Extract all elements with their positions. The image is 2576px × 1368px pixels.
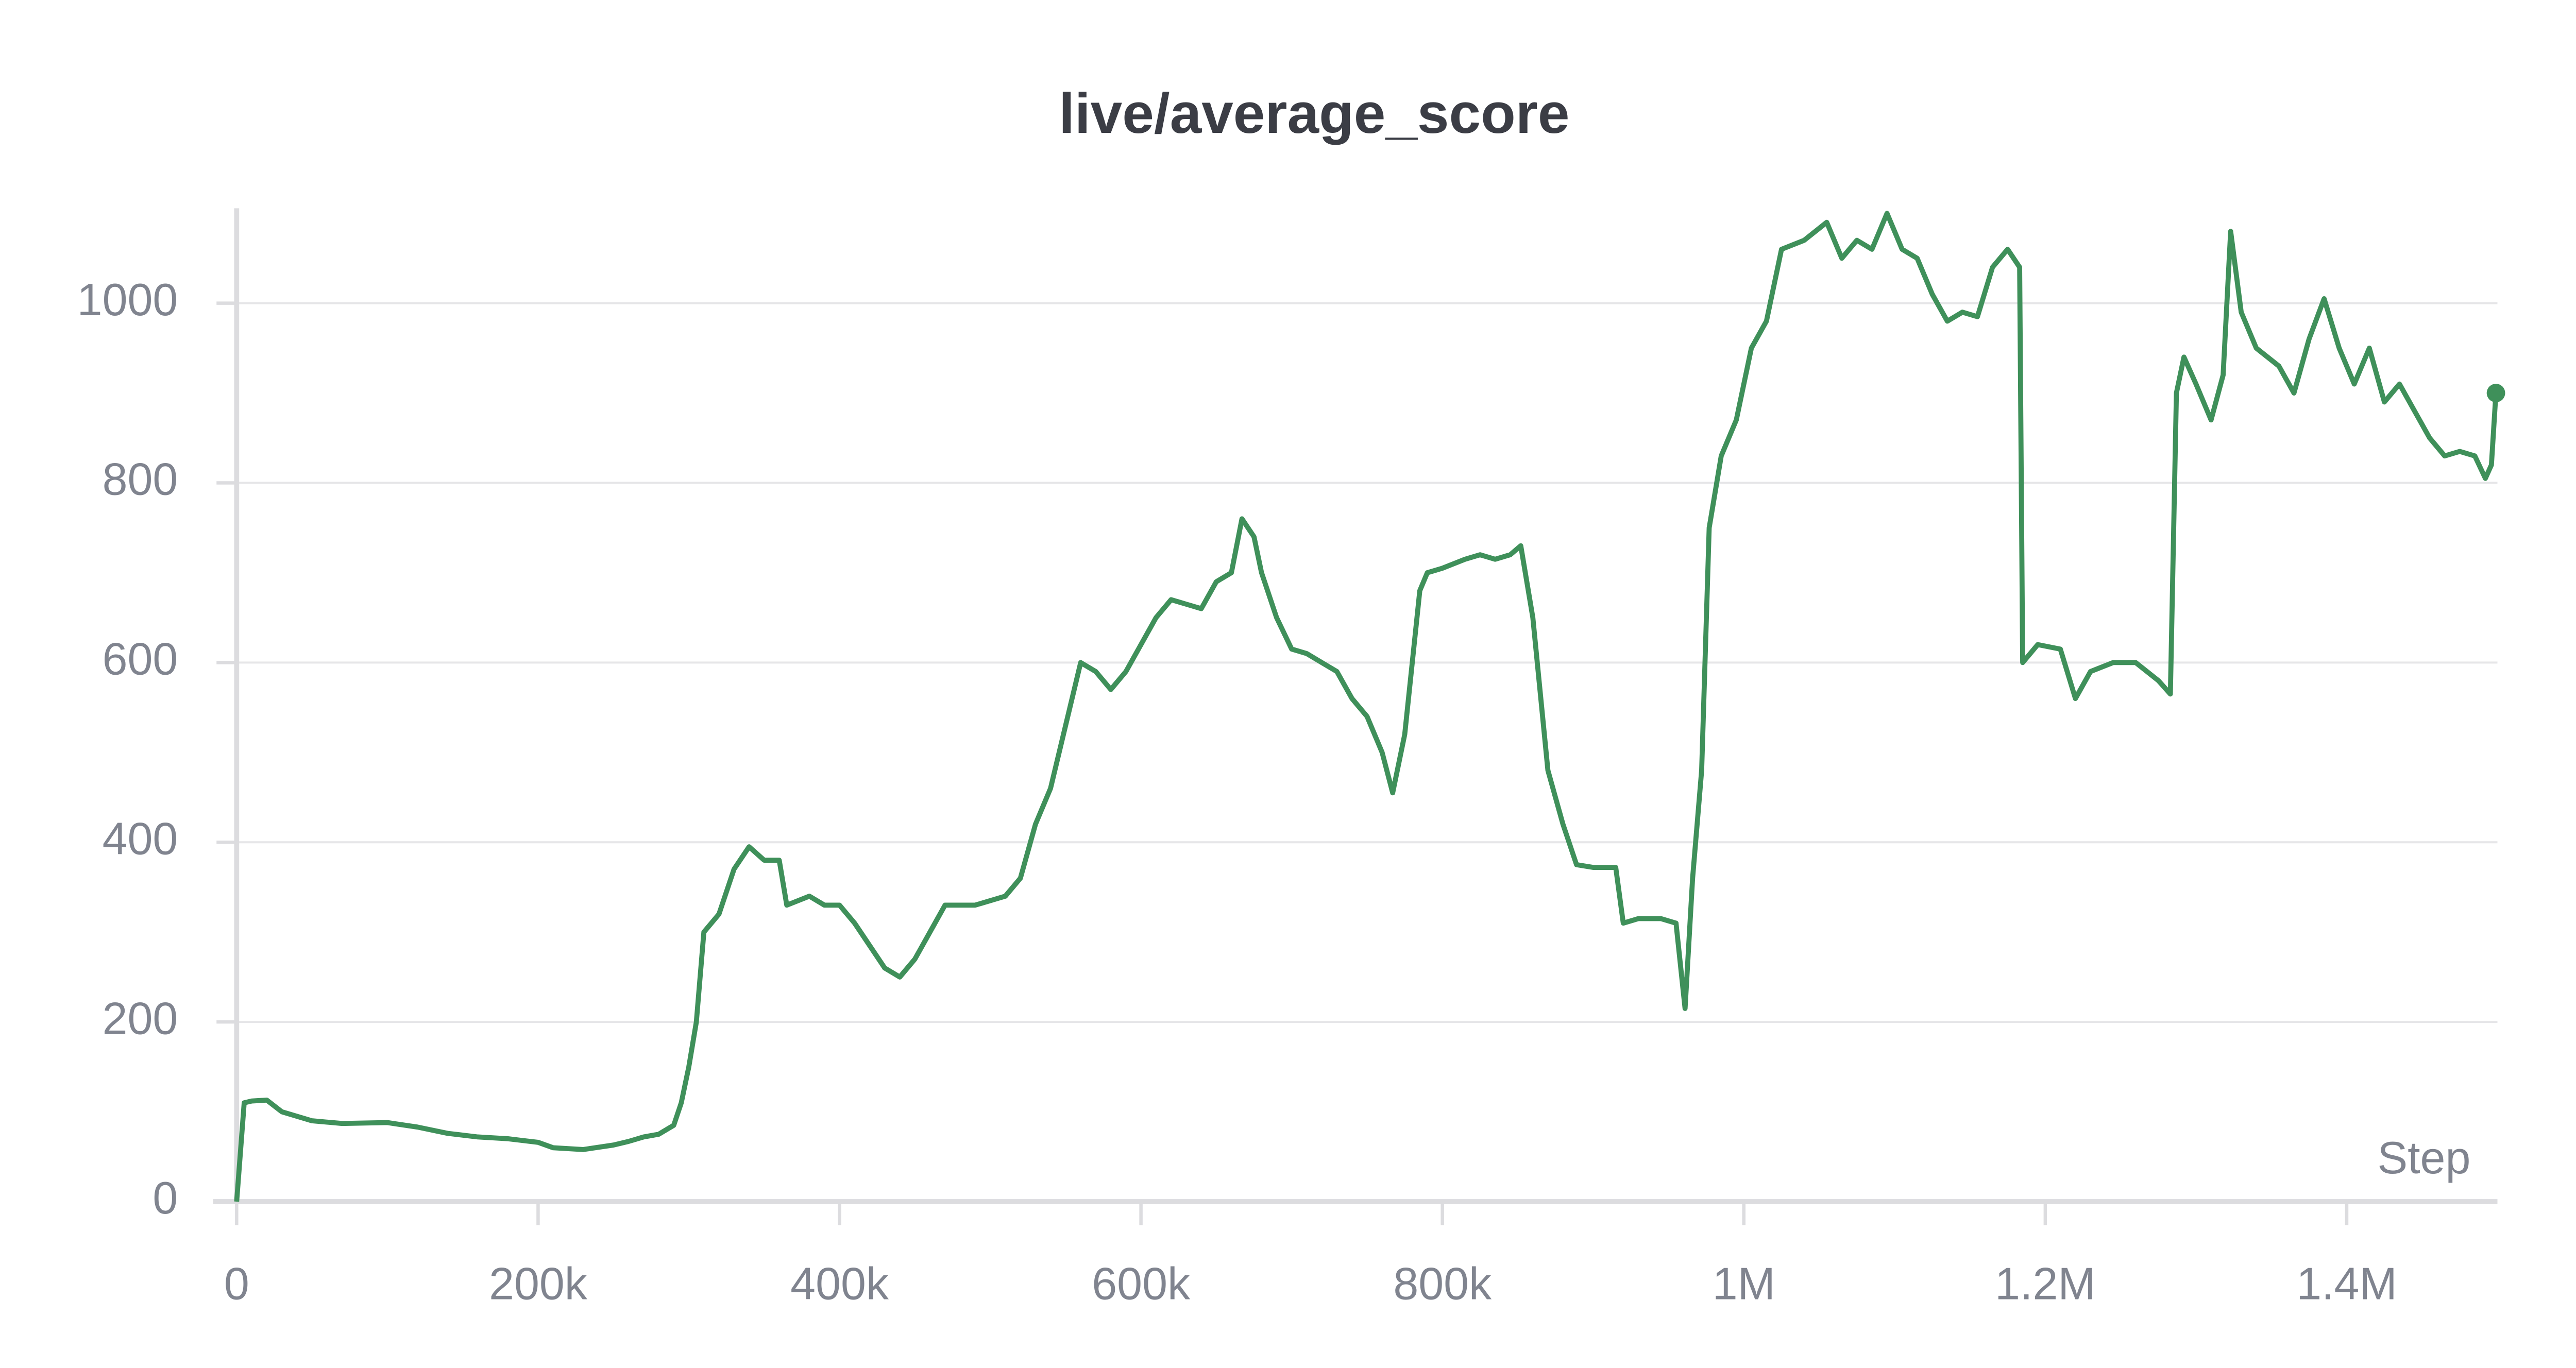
end-point: [2486, 384, 2505, 402]
x-tick-label: 600k: [1092, 1258, 1191, 1309]
x-tick-label: 1.4M: [2296, 1258, 2397, 1309]
x-tick-label: 800k: [1393, 1258, 1492, 1309]
x-tick-label: 1.2M: [1995, 1258, 2096, 1309]
y-tick-label: 800: [103, 454, 178, 505]
y-tick-label: 400: [103, 813, 178, 864]
y-tick-label: 200: [103, 993, 178, 1044]
x-tick-label: 0: [224, 1258, 249, 1309]
y-tick-label: 600: [103, 634, 178, 685]
x-axis-label: Step: [2377, 1132, 2470, 1183]
chart-title: live/average_score: [1059, 82, 1569, 145]
y-tick-label: 0: [152, 1172, 178, 1223]
x-tick-label: 400k: [790, 1258, 889, 1309]
line-series: [234, 211, 2499, 1202]
x-tick-label: 200k: [489, 1258, 588, 1309]
y-tick-label: 1000: [77, 274, 178, 325]
x-tick-label: 1M: [1713, 1258, 1775, 1309]
